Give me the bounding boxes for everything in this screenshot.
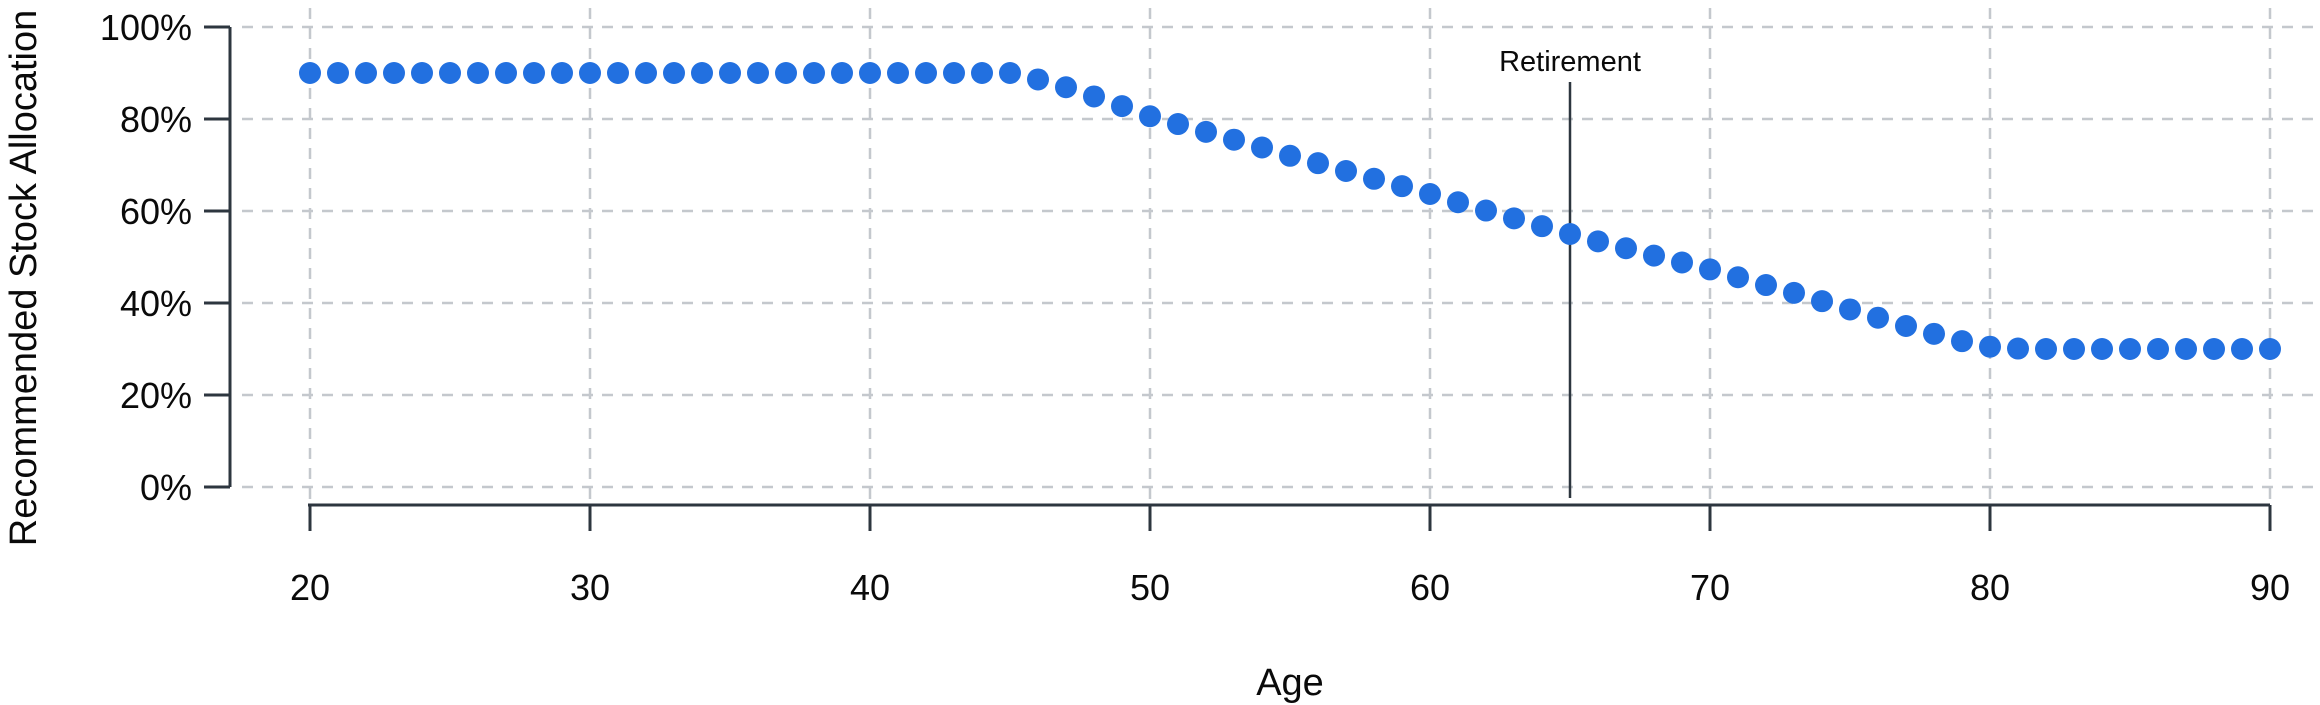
data-point — [999, 62, 1021, 84]
x-tick-label: 70 — [1690, 567, 1730, 608]
data-point — [2147, 338, 2169, 360]
data-point — [1559, 223, 1581, 245]
data-point — [691, 62, 713, 84]
data-point — [2259, 338, 2281, 360]
y-tick-label: 80% — [120, 99, 192, 140]
x-tick-label: 80 — [1970, 567, 2010, 608]
retirement-annotation: Retirement — [1499, 46, 1641, 498]
data-point — [859, 62, 881, 84]
y-tick-label: 60% — [120, 191, 192, 232]
axes — [204, 25, 2272, 531]
data-point — [1783, 281, 1805, 304]
data-point — [1195, 120, 1217, 143]
data-point — [1279, 144, 1301, 167]
data-point — [719, 62, 741, 84]
data-point — [1111, 95, 1133, 118]
tick-labels: 0% 20% 40% 60% 80% 100% 20 30 40 50 60 70 80 90 — [100, 7, 2290, 608]
data-point — [327, 62, 349, 84]
data-point — [775, 62, 797, 84]
data-point — [2203, 338, 2225, 360]
y-axis-title: Recommended Stock Allocation — [3, 10, 45, 547]
data-point — [1391, 175, 1413, 198]
data-point — [1643, 244, 1665, 267]
y-tick-label: 100% — [100, 7, 192, 48]
x-tick-label: 60 — [1410, 567, 1450, 608]
data-point — [1027, 68, 1049, 91]
data-point — [1475, 199, 1497, 222]
data-point — [1223, 128, 1245, 151]
x-tick-label: 40 — [850, 567, 890, 608]
horizontal-gridlines — [242, 25, 2320, 489]
y-tick-label: 40% — [120, 283, 192, 324]
data-point — [887, 62, 909, 84]
data-point — [1979, 335, 2001, 358]
data-point — [1671, 251, 1693, 274]
vertical-gridlines — [308, 8, 2272, 503]
data-point — [1839, 298, 1861, 321]
data-point — [551, 62, 573, 84]
x-axis-title: Age — [1256, 662, 1324, 704]
data-point — [1755, 274, 1777, 297]
data-point — [1531, 215, 1553, 238]
data-point — [1083, 85, 1105, 108]
data-point — [803, 62, 825, 84]
data-point — [1363, 167, 1385, 190]
data-point — [523, 62, 545, 84]
data-point — [2007, 337, 2029, 360]
retirement-label: Retirement — [1499, 46, 1641, 78]
data-point — [1307, 152, 1329, 175]
x-tick-label: 90 — [2250, 567, 2290, 608]
data-point — [411, 62, 433, 84]
data-point — [1811, 290, 1833, 313]
data-point — [943, 62, 965, 84]
data-point — [635, 62, 657, 84]
data-point — [915, 62, 937, 84]
data-point — [383, 62, 405, 84]
data-point — [1895, 315, 1917, 337]
data-point — [607, 62, 629, 84]
data-point — [2231, 338, 2253, 360]
data-point — [2119, 338, 2141, 360]
data-point — [1335, 159, 1357, 182]
data-point — [495, 62, 517, 84]
data-point — [1867, 306, 1889, 329]
data-point — [439, 62, 461, 84]
data-point — [1447, 191, 1469, 214]
data-point — [1167, 113, 1189, 136]
data-point — [747, 62, 769, 84]
data-point — [1699, 258, 1721, 281]
x-tick-label: 20 — [290, 567, 330, 608]
data-point — [831, 62, 853, 84]
data-point — [1727, 266, 1749, 289]
data-point — [1951, 330, 1973, 353]
data-point — [2035, 338, 2057, 360]
data-point — [1615, 237, 1637, 260]
data-point — [663, 62, 685, 84]
data-point — [2063, 338, 2085, 360]
data-point — [1251, 136, 1273, 159]
data-points — [299, 62, 2281, 360]
data-point — [467, 62, 489, 84]
y-tick-label: 20% — [120, 375, 192, 416]
data-point — [2175, 338, 2197, 360]
x-tick-label: 50 — [1130, 567, 1170, 608]
data-point — [579, 62, 601, 84]
x-tick-label: 30 — [570, 567, 610, 608]
y-tick-label: 0% — [140, 467, 192, 508]
data-point — [1139, 105, 1161, 128]
data-point — [355, 62, 377, 84]
data-point — [1923, 322, 1945, 345]
data-point — [2091, 338, 2113, 360]
data-point — [1419, 182, 1441, 205]
data-point — [1055, 76, 1077, 99]
data-point — [1587, 230, 1609, 253]
data-point — [1503, 207, 1525, 230]
data-point — [971, 62, 993, 84]
data-point — [299, 62, 321, 84]
